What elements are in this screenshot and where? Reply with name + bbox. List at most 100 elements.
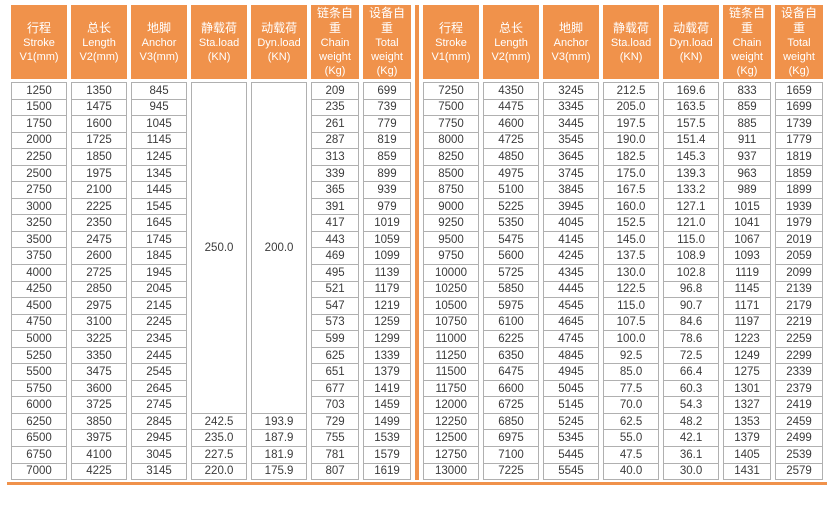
column-header-en: Stroke — [435, 36, 467, 49]
table-cell: 8250 — [423, 149, 480, 166]
table-cell: 2000 — [11, 132, 68, 150]
table-cell: 5500 — [11, 364, 68, 381]
table-cell: 121.0 — [663, 215, 720, 232]
table-row: 2250 1850 1245 313 859 — [11, 149, 411, 166]
table-cell: 2099 — [775, 265, 823, 282]
table-cell: 547 — [311, 298, 360, 315]
table-row: 1750 1600 1045 261 779 — [11, 116, 411, 133]
table-cell: 151.4 — [663, 132, 720, 150]
table-cell: 1119 — [723, 265, 772, 282]
table-cell: 4245 — [543, 248, 600, 266]
table-cell: 2445 — [131, 347, 188, 365]
table-cell: 1099 — [363, 248, 411, 266]
table-row: 10500 5975 4545 115.0 90.7 1171 2179 — [423, 298, 823, 315]
table-cell: 1327 — [723, 397, 772, 414]
table-cell: 4850 — [483, 149, 540, 166]
table-cell: 6350 — [483, 347, 540, 365]
table-cell: 2459 — [775, 413, 823, 431]
table-cell: 11500 — [423, 364, 480, 381]
table-cell: 4045 — [543, 215, 600, 232]
table-cell: 1353 — [723, 413, 772, 431]
table-cell: 3645 — [543, 149, 600, 166]
table-cell: 3975 — [71, 430, 128, 448]
column-header-en: (KN) — [679, 50, 703, 63]
table-cell: 11250 — [423, 347, 480, 365]
table-cell: 227.5 — [191, 447, 248, 464]
table-cell: 4145 — [543, 231, 600, 249]
table-cell: 2499 — [775, 430, 823, 448]
table-row: 8500 4975 3745 175.0 139.3 963 1859 — [423, 165, 823, 183]
table-divider — [415, 5, 419, 481]
table-cell: 175.0 — [603, 165, 660, 183]
table-cell: 3250 — [11, 215, 68, 232]
table-cell: 157.5 — [663, 116, 720, 133]
table-cell: 4345 — [543, 265, 600, 282]
column-header-cn: 链条自重 — [729, 6, 766, 35]
column-header-en: V1(mm) — [431, 50, 471, 63]
table-cell: 12500 — [423, 430, 480, 448]
table-row: 3000 2225 1545 391 979 — [11, 198, 411, 216]
table-cell: 1093 — [723, 248, 772, 266]
table-cell: 133.2 — [663, 182, 720, 199]
table-row: 4000 2725 1945 495 1139 — [11, 265, 411, 282]
table-row: 5750 3600 2645 677 1419 — [11, 380, 411, 398]
table-cell: 10000 — [423, 265, 480, 282]
table-cell: 2339 — [775, 364, 823, 381]
column-header-en: Anchor — [553, 36, 589, 49]
table-cell: 4975 — [483, 165, 540, 183]
table-cell: 36.1 — [663, 447, 720, 464]
column-header: 动载荷 Dyn.load (KN) — [251, 5, 308, 82]
table-cell: 55.0 — [603, 430, 660, 448]
table-cell: 4645 — [543, 314, 600, 332]
table-cell: 4945 — [543, 364, 600, 381]
table-cell: 1500 — [11, 99, 68, 117]
table-cell: 152.5 — [603, 215, 660, 232]
table-cell: 169.6 — [663, 82, 720, 100]
table-cell: 1459 — [363, 397, 411, 414]
column-header: 总长 Length V2(mm) — [483, 5, 540, 82]
table-cell: 739 — [363, 99, 411, 117]
table-cell: 1699 — [775, 99, 823, 117]
table-cell: 979 — [363, 198, 411, 216]
table-cell: 1249 — [723, 347, 772, 365]
table-cell: 1379 — [723, 430, 772, 448]
table-row: 4750 3100 2245 573 1259 — [11, 314, 411, 332]
table-cell: 5725 — [483, 265, 540, 282]
column-header-en: (Kg) — [788, 65, 810, 77]
table-row: 9500 5475 4145 145.0 115.0 1067 2019 — [423, 231, 823, 249]
column-header-cn: 设备自重 — [369, 6, 406, 35]
table-cell: 6100 — [483, 314, 540, 332]
table-cell: 182.5 — [603, 149, 660, 166]
column-header: 设备自重 Total weight (Kg) — [775, 5, 823, 82]
column-header-en: (KN) — [207, 50, 231, 63]
table-row: 1500 1475 945 235 739 — [11, 99, 411, 117]
table-cell: 4745 — [543, 331, 600, 348]
table-cell: 3500 — [11, 231, 68, 249]
table-row: 5250 3350 2445 625 1339 — [11, 347, 411, 365]
table-cell: 5100 — [483, 182, 540, 199]
table-cell: 2139 — [775, 281, 823, 299]
table-row: 3750 2600 1845 469 1099 — [11, 248, 411, 266]
spec-table-left: 行程 Stroke V1(mm) 总长 Length V2(mm) 地脚 Anchor V3(m… — [7, 5, 415, 481]
table-cell: 5045 — [543, 380, 600, 398]
table-cell: 755 — [311, 430, 360, 448]
table-cell: 261 — [311, 116, 360, 133]
table-cell: 3345 — [543, 99, 600, 117]
table-cell: 108.9 — [663, 248, 720, 266]
table-row: 8000 4725 3545 190.0 151.4 911 1779 — [423, 132, 823, 150]
column-header-en: Dyn.load — [669, 36, 713, 49]
table-cell: 1419 — [363, 380, 411, 398]
column-header-en: V3(mm) — [139, 50, 179, 63]
table-cell: 62.5 — [603, 413, 660, 431]
column-header: 地脚 Anchor V3(mm) — [543, 5, 600, 82]
column-header-cn: 地脚 — [147, 20, 172, 35]
table-cell: 703 — [311, 397, 360, 414]
table-cell: 819 — [363, 132, 411, 150]
table-cell: 102.8 — [663, 265, 720, 282]
table-cell: 160.0 — [603, 198, 660, 216]
table-cell: 1431 — [723, 463, 772, 481]
table-cell: 677 — [311, 380, 360, 398]
table-cell: 167.5 — [603, 182, 660, 199]
table-row: 11500 6475 4945 85.0 66.4 1275 2339 — [423, 364, 823, 381]
table-cell: 1979 — [775, 215, 823, 232]
